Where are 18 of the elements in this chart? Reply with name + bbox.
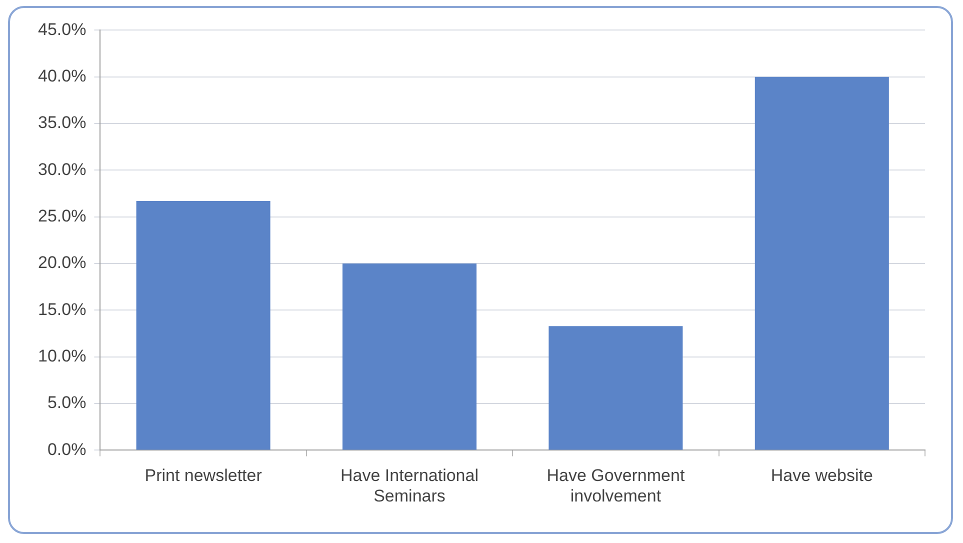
y-tick-label: 0.0% xyxy=(47,440,86,459)
y-tick-label: 40.0% xyxy=(38,66,86,86)
x-tick-label: Have Government involvement xyxy=(546,466,685,506)
y-tick-label: 5.0% xyxy=(47,393,86,412)
x-tick-label: Print newsletter xyxy=(144,466,262,486)
y-tick-label: 10.0% xyxy=(38,346,86,366)
y-tick-label: 45.0% xyxy=(38,20,86,39)
bar xyxy=(136,201,270,450)
y-tick-label: 20.0% xyxy=(38,253,86,272)
x-tick-label: Have International Seminars xyxy=(340,466,478,506)
y-tick-label: 30.0% xyxy=(38,160,86,179)
bar xyxy=(548,326,683,450)
bar xyxy=(342,264,477,450)
y-tick-label: 15.0% xyxy=(38,300,86,319)
y-tick-label: 35.0% xyxy=(38,113,86,132)
bar xyxy=(754,76,889,450)
x-tick-label: Have website xyxy=(770,466,873,486)
y-tick-label: 25.0% xyxy=(38,206,86,226)
